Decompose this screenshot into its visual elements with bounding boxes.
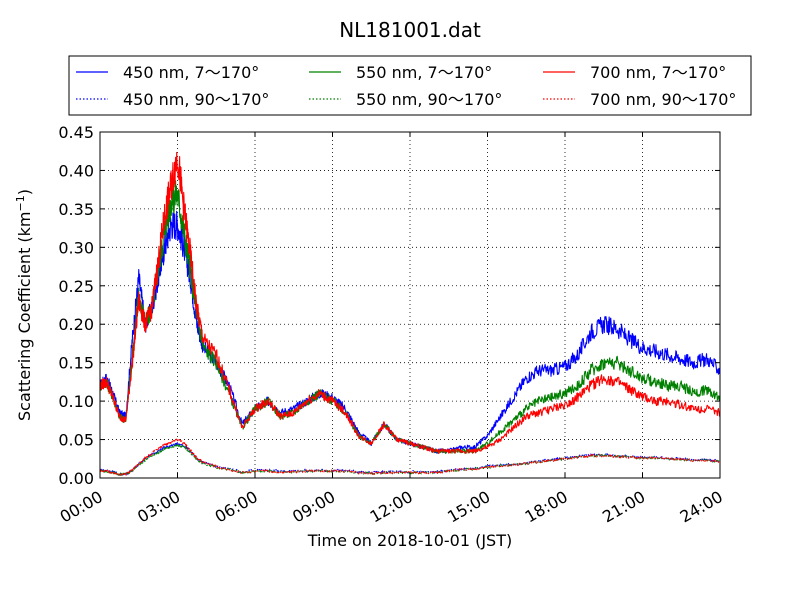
- series-line: [99, 441, 721, 476]
- legend: 450 nm, 7～170° 550 nm, 7～170° 700 nm, 7～17…: [68, 55, 752, 116]
- y-tick-label: 0.10: [58, 392, 94, 411]
- series-layer: [99, 151, 721, 476]
- series-line: [99, 438, 721, 476]
- x-axis-label: Time on 2018-10-01 (JST): [307, 531, 512, 550]
- legend-label: 550 nm, 7～170°: [356, 63, 492, 82]
- series-line: [99, 151, 721, 454]
- y-tick-label: 0.15: [58, 354, 94, 373]
- grid: [100, 132, 720, 478]
- y-tick-label: 0.30: [58, 238, 94, 257]
- series-line: [99, 210, 721, 454]
- y-tick-label: 0.25: [58, 277, 94, 296]
- y-axis-label-main: Scattering Coefficient (km: [15, 211, 34, 421]
- y-tick-label: 0.00: [58, 469, 94, 488]
- y-axis-label-end: ): [15, 189, 34, 195]
- y-axis-label-sup: −1: [14, 195, 27, 211]
- y-tick-label: 0.45: [58, 123, 94, 142]
- legend-frame: [68, 55, 752, 116]
- y-tick-label: 0.20: [58, 315, 94, 334]
- legend-label: 700 nm, 7～170°: [590, 63, 726, 82]
- y-tick-label: 0.40: [58, 161, 94, 180]
- legend-label: 700 nm, 90～170°: [590, 90, 736, 109]
- legend-label: 450 nm, 7～170°: [123, 63, 259, 82]
- legend-label: 550 nm, 90～170°: [356, 90, 502, 109]
- y-tick-label: 0.05: [58, 431, 94, 450]
- legend-label: 450 nm, 90～170°: [123, 90, 269, 109]
- y-axis-label: Scattering Coefficient (km−1): [14, 189, 34, 421]
- y-tick-label: 0.35: [58, 200, 94, 219]
- chart-title: NL181001.dat: [339, 18, 481, 42]
